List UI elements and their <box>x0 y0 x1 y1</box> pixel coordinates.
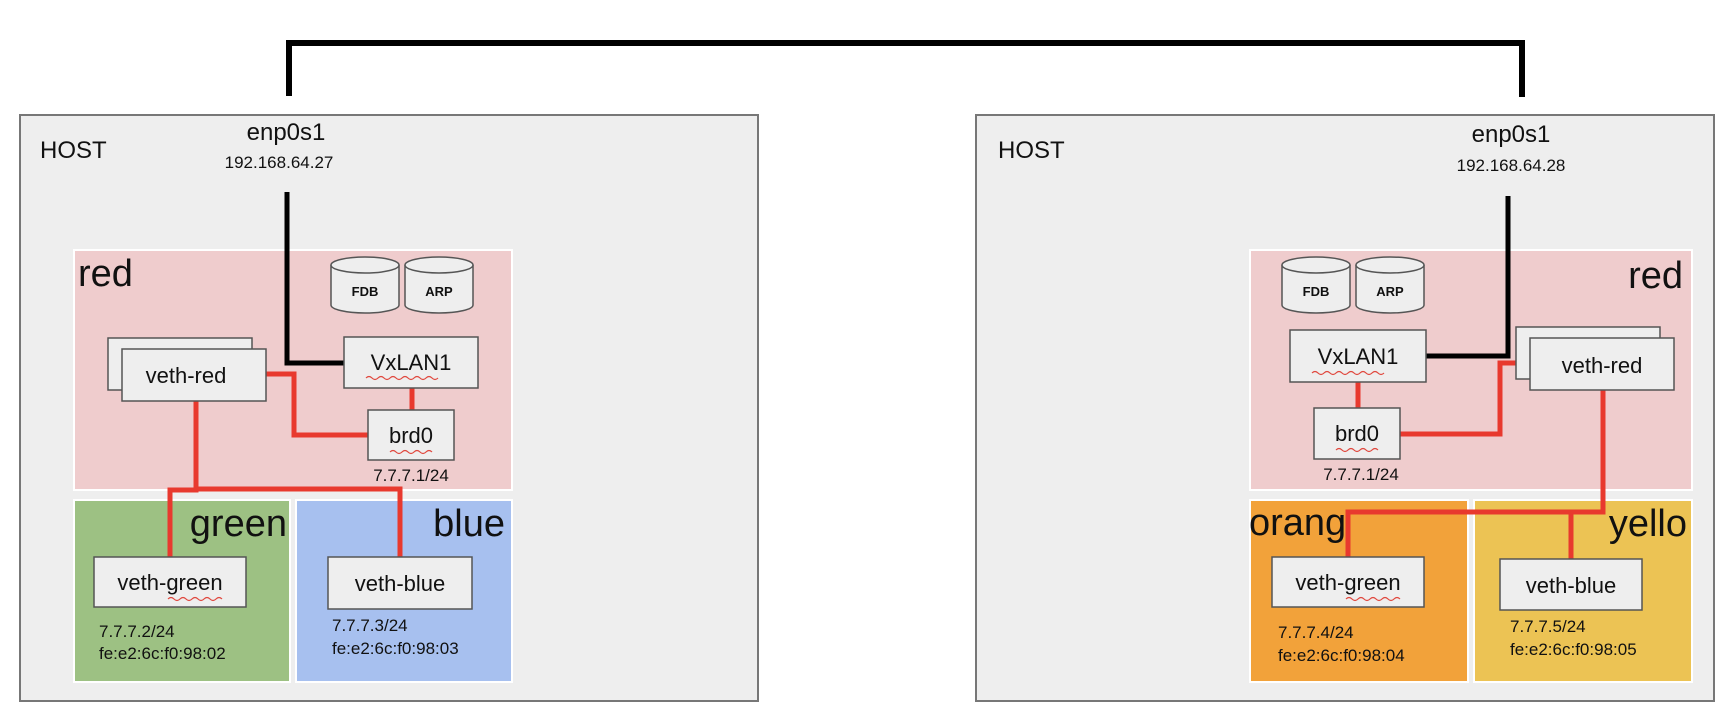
host-1-link-vethred-bridge <box>266 371 368 438</box>
host-1-vethgreen-spellcheck <box>167 596 223 602</box>
host-2-arp-label: ARP <box>1376 284 1404 299</box>
host-2-orang-ip: 7.7.7.4/24 <box>1278 623 1354 642</box>
host-2-orang-mac: fe:e2:6c:f0:98:04 <box>1278 646 1405 665</box>
host-2-vethblue-label: veth-blue <box>1526 573 1617 598</box>
host-1-fdb-label: FDB <box>352 284 379 299</box>
host-2-yello-mac: fe:e2:6c:f0:98:05 <box>1510 640 1637 659</box>
host-2-nic-name: enp0s1 <box>1472 121 1551 148</box>
host-2-ns-yello-label: yello <box>1609 503 1687 545</box>
host-2-vethgreen-spellcheck <box>1345 596 1401 602</box>
host-1-bridge-spellcheck <box>389 449 433 455</box>
host-1-vxlan-label: VxLAN1 <box>371 350 452 375</box>
host-1-nic-name: enp0s1 <box>247 119 326 146</box>
host-1-ns-green-label: green <box>190 503 287 545</box>
host-2-bridge-box <box>1313 407 1401 460</box>
host-1-blue-ip: 7.7.7.3/24 <box>332 616 408 635</box>
host-1-label: HOST <box>40 137 107 164</box>
host-1-bridge-label: brd0 <box>389 423 433 448</box>
host-2-link-vethred-orang <box>1345 390 1606 557</box>
host-2-link-bridge-vethred <box>1400 360 1530 437</box>
host-1-link-vethred-green <box>167 400 199 557</box>
host-1-vethblue-box <box>327 556 473 610</box>
host-1-blue-mac: fe:e2:6c:f0:98:03 <box>332 639 459 658</box>
host-1-green-ip: 7.7.7.2/24 <box>99 622 175 641</box>
host-1-vethgreen-box <box>93 556 247 608</box>
host-1-arp-table: ARP <box>404 256 474 314</box>
host-2-label: HOST <box>998 137 1065 164</box>
host-1-link-nic-vxlan <box>284 192 344 366</box>
host-1-bridge-ip: 7.7.7.1/24 <box>373 466 449 485</box>
host-1-fdb-table: FDB <box>330 256 400 314</box>
host-2-arp-table: ARP <box>1355 256 1425 314</box>
host-2-vethred-label: veth-red <box>1562 353 1643 378</box>
host-2-bridge-ip: 7.7.7.1/24 <box>1323 465 1399 484</box>
host-2-fdb-label: FDB <box>1303 284 1330 299</box>
host-1-ns-red-label: red <box>78 253 133 295</box>
host-2-bridge-label: brd0 <box>1335 421 1379 446</box>
host-1-link-vethred-blue <box>196 486 403 557</box>
host-2: HOST enp0s1 192.168.64.28 red orang yell… <box>975 114 1715 702</box>
host-1-ns-blue-label: blue <box>433 503 505 545</box>
host-1-vethblue-label: veth-blue <box>355 571 446 596</box>
host-1-vethred-box <box>121 348 267 402</box>
host-1: HOST enp0s1 192.168.64.27 red green blue… <box>19 114 759 702</box>
host-1-bridge-box <box>367 409 455 461</box>
host-2-vethred-box <box>1529 337 1675 391</box>
host-1-vethred-label: veth-red <box>146 363 227 388</box>
host-2-vethblue-box <box>1499 558 1643 611</box>
host-2-ns-orang-label: orang <box>1249 502 1346 544</box>
host-1-nic-ip: 192.168.64.27 <box>225 153 334 172</box>
host-2-nic-ip: 192.168.64.28 <box>1457 156 1566 175</box>
host-2-vxlan-box <box>1289 329 1427 383</box>
host-1-vxlan-spellcheck <box>365 375 439 381</box>
host-2-ns-red-label: red <box>1628 255 1683 297</box>
host-2-yello-ip: 7.7.7.5/24 <box>1510 617 1586 636</box>
host-1-arp-label: ARP <box>425 284 453 299</box>
host-1-vethgreen-label: veth-green <box>117 570 222 595</box>
host-1-green-mac: fe:e2:6c:f0:98:02 <box>99 644 226 663</box>
host-2-link-vxlan-nic <box>1426 196 1511 359</box>
host-2-vxlan-label: VxLAN1 <box>1318 344 1399 369</box>
host-2-fdb-table: FDB <box>1281 256 1351 314</box>
host-2-vethgreen-label: veth-green <box>1295 570 1400 595</box>
host-2-vxlan-spellcheck <box>1311 370 1385 376</box>
host-2-bridge-spellcheck <box>1335 447 1379 453</box>
underlay-link <box>286 40 1525 97</box>
